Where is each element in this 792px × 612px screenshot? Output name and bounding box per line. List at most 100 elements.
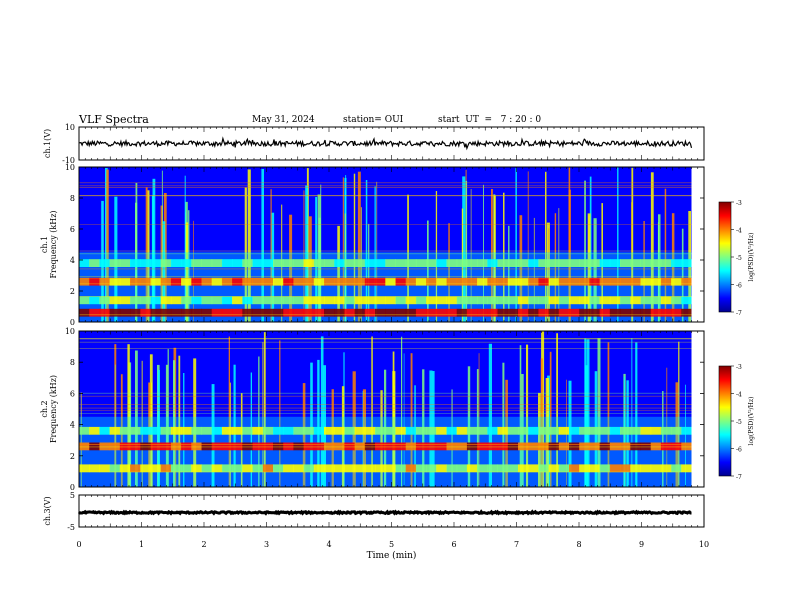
y-tick-label: 0 — [70, 483, 75, 492]
burst-65 — [114, 364, 116, 487]
band-1-seg-49 — [579, 296, 590, 305]
band-1-seg-32 — [405, 442, 417, 451]
burst-67 — [167, 349, 169, 487]
burst-6 — [193, 220, 194, 322]
burst-3 — [263, 332, 266, 487]
colorbar-tick-label: -5 — [736, 255, 742, 262]
no-data-area — [691, 167, 704, 322]
band-3-seg-20 — [283, 259, 294, 267]
band-0-seg-7 — [150, 464, 162, 473]
colorbar-tick-label: -3 — [736, 200, 742, 207]
band-0-seg-32 — [405, 464, 417, 473]
band-2-seg-11 — [191, 277, 202, 286]
band-0-seg-0 — [79, 308, 90, 317]
colorbar-tick-label: -7 — [736, 474, 742, 481]
band-0-seg-55 — [640, 464, 652, 473]
x-tick-label: 8 — [576, 540, 581, 549]
band-2-seg-59 — [681, 277, 692, 286]
band-1-seg-14 — [221, 442, 233, 451]
band-0-seg-23 — [313, 464, 325, 473]
band-3-seg-4 — [119, 259, 131, 267]
band-0-seg-28 — [364, 464, 376, 473]
burst-13 — [261, 169, 264, 322]
x-tick-label: 3 — [264, 540, 269, 549]
burst-85 — [247, 169, 251, 322]
band-0-seg-41 — [497, 308, 509, 317]
band-2-seg-21 — [293, 277, 305, 286]
band-3-seg-21 — [293, 259, 305, 267]
band-2-seg-58 — [671, 277, 682, 286]
band-1-seg-58 — [671, 442, 682, 451]
band-2-seg-38 — [466, 277, 478, 286]
y-tick-label: 8 — [70, 194, 75, 203]
band-3-seg-42 — [507, 259, 519, 267]
band-2-seg-53 — [620, 277, 631, 286]
band-3-seg-59 — [681, 259, 692, 267]
y-tick-label: 0 — [70, 318, 75, 327]
band-2-seg-40 — [487, 426, 498, 435]
band-1-seg-26 — [344, 442, 356, 451]
band-1-seg-50 — [589, 296, 601, 305]
band-2-seg-52 — [609, 277, 621, 286]
band-3-seg-2 — [99, 259, 111, 267]
band-3-seg-52 — [609, 259, 621, 267]
band-2-seg-50 — [589, 277, 601, 286]
band-1-seg-18 — [262, 296, 274, 305]
channel-label: ch.1 — [40, 236, 49, 253]
band-0-seg-43 — [518, 464, 529, 473]
band-2-seg-8 — [160, 426, 172, 435]
band-1-seg-39 — [477, 442, 488, 451]
band-0-seg-35 — [436, 308, 447, 317]
band-0-seg-16 — [242, 308, 253, 317]
band-2-seg-15 — [232, 277, 243, 286]
burst-28 — [526, 344, 529, 487]
burst-22 — [503, 192, 505, 322]
burst-18 — [211, 384, 215, 487]
burst-31 — [342, 177, 344, 322]
band-0-seg-48 — [569, 464, 580, 473]
burst-63 — [380, 390, 383, 487]
band-1-seg-11 — [191, 442, 202, 451]
band-2-seg-29 — [375, 426, 386, 435]
band-1-seg-24 — [324, 442, 335, 451]
band-2-seg-53 — [620, 426, 631, 435]
band-1-seg-36 — [446, 296, 458, 305]
band-0-seg-30 — [385, 464, 396, 473]
band-3-seg-3 — [109, 259, 121, 267]
burst-72 — [643, 221, 645, 322]
burst-19 — [508, 225, 510, 322]
band-1-seg-20 — [283, 442, 294, 451]
band-1-seg-34 — [426, 442, 437, 451]
burst-80 — [106, 169, 109, 322]
band-1-seg-27 — [354, 296, 366, 305]
band-3-seg-16 — [242, 259, 253, 267]
band-3-seg-50 — [589, 259, 601, 267]
band-0-seg-12 — [201, 464, 213, 473]
burst-87 — [662, 391, 664, 487]
band-2-seg-14 — [221, 426, 233, 435]
burst-83 — [478, 353, 480, 487]
burst-59 — [323, 365, 326, 487]
band-0-seg-4 — [119, 308, 131, 317]
band-1-seg-43 — [518, 442, 529, 451]
band-2-seg-0 — [79, 277, 90, 286]
band-1-seg-9 — [170, 296, 182, 305]
band-3-seg-54 — [630, 259, 641, 267]
band-0-seg-48 — [569, 308, 580, 317]
band-1-seg-15 — [232, 442, 243, 451]
band-0-seg-37 — [456, 464, 468, 473]
band-2-seg-32 — [405, 277, 417, 286]
band-1-seg-31 — [395, 442, 407, 451]
band-0-seg-53 — [620, 308, 631, 317]
band-2-seg-41 — [497, 277, 509, 286]
burst-70 — [317, 194, 321, 322]
band-0-seg-8 — [160, 464, 172, 473]
band-2-seg-59 — [681, 426, 692, 435]
band-2-seg-35 — [436, 426, 447, 435]
band-0-seg-15 — [232, 464, 243, 473]
burst-76 — [229, 382, 231, 487]
band-2-seg-11 — [191, 426, 202, 435]
band-0-seg-57 — [660, 308, 672, 317]
band-2-seg-25 — [334, 426, 345, 435]
band-0-seg-5 — [130, 308, 141, 317]
